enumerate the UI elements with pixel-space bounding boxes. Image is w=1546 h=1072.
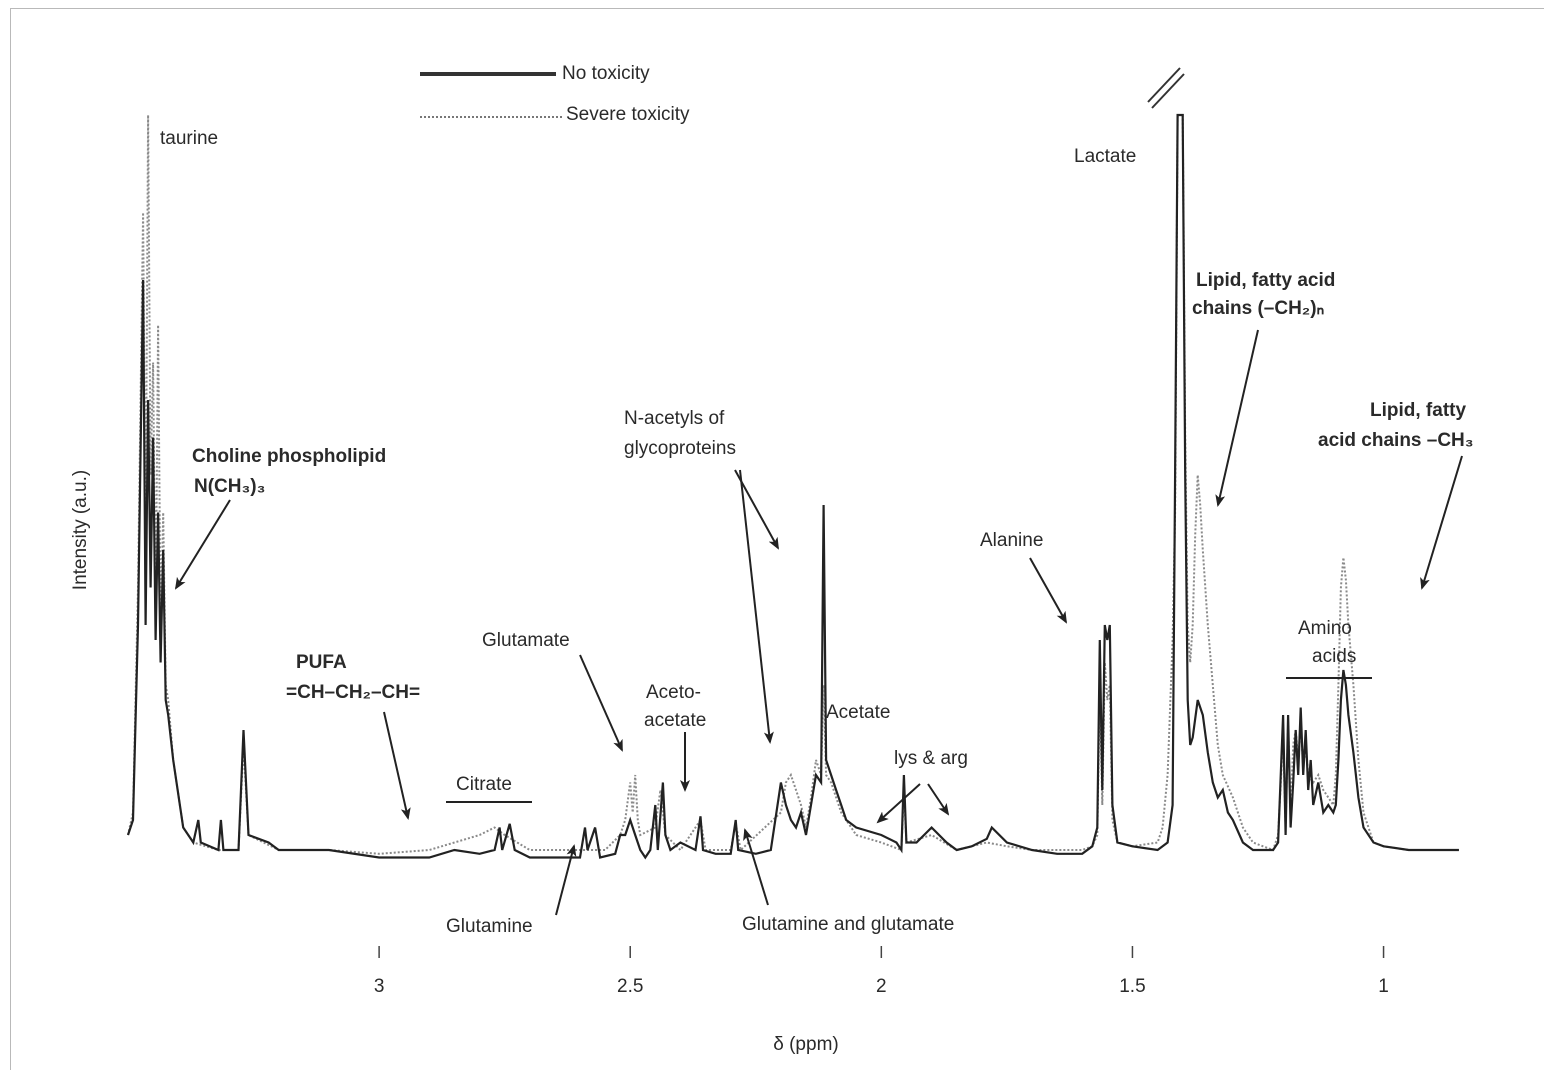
label-lipid-ch2-2: chains (–CH₂)ₙ — [1192, 298, 1324, 319]
x-axis-title: δ (ppm) — [773, 1034, 838, 1055]
label-acetoacetate-1: Aceto- — [646, 682, 701, 703]
label-glutamate: Glutamate — [482, 630, 570, 651]
arrow-nacetyl-b — [739, 469, 774, 744]
x-tick-label-4: 1 — [1378, 976, 1389, 997]
label-glutamine: Glutamine — [446, 916, 533, 937]
label-alanine: Alanine — [980, 530, 1043, 551]
x-tick-label-1: 2.5 — [617, 976, 643, 997]
arrow-glutamine — [555, 844, 577, 916]
figure-frame — [10, 8, 1544, 1070]
x-tick-label-3: 1.5 — [1119, 976, 1145, 997]
legend-label-severe-toxicity: Severe toxicity — [566, 104, 690, 125]
legend-label-no-toxicity: No toxicity — [562, 63, 650, 84]
legend: No toxicity Severe toxicity — [420, 63, 690, 125]
arrow-lipid1 — [1215, 329, 1259, 507]
series-line-severe-toxicity — [127, 114, 1459, 855]
series-line-no-toxicity — [126, 113, 1459, 860]
y-axis-title: Intensity (a.u.) — [70, 470, 91, 590]
label-amino-2: acids — [1312, 646, 1356, 667]
arrow-glnglu — [743, 828, 769, 906]
annotation-labels: taurine Choline phospholipid N(CH₃)₃ PUF… — [160, 128, 1474, 937]
label-citrate: Citrate — [456, 774, 512, 795]
label-lactate: Lactate — [1074, 146, 1136, 167]
label-acetoacetate-2: acetate — [644, 710, 706, 731]
annotation-arrows — [174, 329, 1463, 916]
label-acetate: Acetate — [826, 702, 890, 723]
x-tick-label-0: 3 — [374, 976, 385, 997]
label-amino-1: Amino — [1298, 618, 1352, 639]
label-choline-2: N(CH₃)₃ — [194, 476, 265, 497]
label-pufa: PUFA — [296, 652, 347, 673]
arrow-alanine — [1029, 557, 1067, 624]
label-glutamine-glutamate: Glutamine and glutamate — [742, 914, 954, 935]
label-lipid-ch2-1: Lipid, fatty acid — [1196, 270, 1335, 291]
label-nacetyl-1: N-acetyls of — [624, 408, 725, 429]
arrow-lipid2 — [1420, 455, 1463, 590]
label-pufa-2: =CH–CH₂–CH= — [286, 682, 420, 703]
axis-break-mark — [1147, 67, 1185, 109]
label-lys-arg: lys & arg — [894, 748, 968, 769]
arrow-glutamate — [579, 654, 623, 752]
label-nacetyl-2: glycoproteins — [624, 438, 736, 459]
x-tick-label-2: 2 — [876, 976, 887, 997]
arrow-choline — [174, 499, 231, 590]
x-axis-ticks: 3 2.5 2 1.5 1 — [374, 946, 1389, 997]
label-lipid-ch3-2: acid chains –CH₃ — [1318, 430, 1474, 451]
arrow-pufa — [383, 711, 411, 820]
label-choline: Choline phospholipid — [192, 446, 386, 467]
label-lipid-ch3-1: Lipid, fatty — [1370, 400, 1466, 421]
arrow-lysarg-b — [927, 783, 950, 816]
label-taurine: taurine — [160, 128, 218, 149]
arrow-lysarg-a — [876, 783, 921, 824]
